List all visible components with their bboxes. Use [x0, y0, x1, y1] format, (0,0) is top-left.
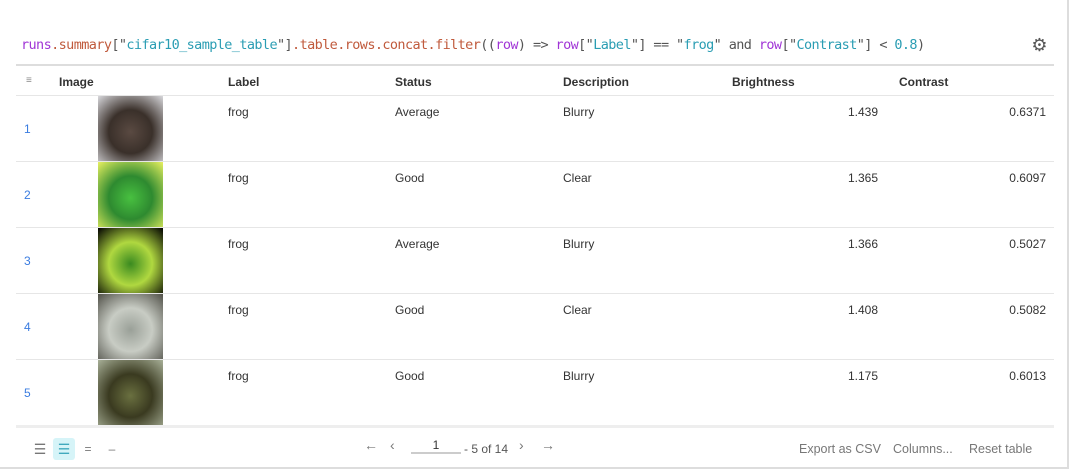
column-header-image[interactable]: Image	[59, 75, 94, 89]
view-minimal-button[interactable]: –	[108, 442, 116, 456]
cell-description: Clear	[563, 303, 592, 317]
cell-brightness: 1.175	[847, 369, 878, 383]
view-medium-button[interactable]: ☰	[53, 438, 75, 460]
cell-label: frog	[228, 369, 249, 383]
q: row	[758, 37, 782, 53]
table-row: 5 frog Good Blurry 1.175 0.6013	[16, 360, 1054, 426]
q: "]	[276, 37, 293, 53]
cell-contrast: 0.6013	[1009, 369, 1046, 383]
cell-contrast: 0.5027	[1009, 237, 1046, 251]
table-row: 3 frog Average Blurry 1.366 0.5027	[16, 228, 1054, 294]
cell-status: Good	[395, 369, 425, 383]
table-row: 2 frog Good Clear 1.365 0.6097	[16, 162, 1054, 228]
cell-brightness: 1.366	[847, 237, 878, 251]
row-index[interactable]: 3	[24, 254, 31, 268]
cell-description: Clear	[563, 171, 592, 185]
next-page-icon[interactable]: ›	[519, 437, 524, 453]
prev-page-icon[interactable]: ‹	[390, 437, 395, 453]
q: ) =>	[517, 37, 556, 53]
export-csv-button[interactable]: Export as CSV	[799, 442, 881, 456]
row-image[interactable]	[98, 228, 163, 293]
row-index[interactable]: 4	[24, 320, 31, 334]
cell-status: Average	[395, 105, 440, 119]
last-page-icon[interactable]: →	[541, 437, 555, 453]
reset-table-button[interactable]: Reset table	[969, 442, 1033, 456]
table-footer: ☰ ☰ = – ← ‹ - 5 of 14 › → Export as CSV …	[16, 425, 1054, 469]
cell-description: Blurry	[563, 105, 595, 119]
cell-contrast: 0.5082	[1009, 303, 1046, 317]
q: Contrast	[796, 37, 858, 53]
query-expression[interactable]: runs.summary["cifar10_sample_table"].tab…	[21, 37, 925, 53]
cell-brightness: 1.408	[847, 303, 878, 317]
view-small-button[interactable]: =	[84, 442, 92, 456]
view-compact-button[interactable]: ☰	[33, 441, 47, 457]
first-page-icon[interactable]: ←	[364, 437, 378, 453]
q: ["	[111, 37, 127, 53]
cell-brightness: 1.439	[847, 105, 878, 119]
q: .table.rows.concat.filter	[292, 37, 481, 53]
cell-label: frog	[228, 105, 249, 119]
q: cifar10_sample_table	[126, 37, 277, 53]
filter-icon[interactable]: ≡	[26, 75, 32, 86]
cell-description: Blurry	[563, 237, 595, 251]
q: ((	[480, 37, 496, 53]
column-header-contrast[interactable]: Contrast	[899, 75, 949, 89]
q: "] == "	[630, 37, 684, 53]
column-header-label[interactable]: Label	[228, 75, 260, 89]
q: ["	[781, 37, 797, 53]
cell-description: Blurry	[563, 369, 595, 383]
table-header: ≡ Image Label Status Description Brightn…	[16, 64, 1054, 96]
table-row: 4 frog Good Clear 1.408 0.5082	[16, 294, 1054, 360]
row-index[interactable]: 2	[24, 188, 31, 202]
page-input[interactable]	[411, 438, 461, 454]
cell-label: frog	[228, 237, 249, 251]
row-image[interactable]	[98, 360, 163, 425]
cell-label: frog	[228, 171, 249, 185]
q: row	[555, 37, 579, 53]
row-image[interactable]	[98, 294, 163, 359]
cell-brightness: 1.365	[847, 171, 878, 185]
columns-button[interactable]: Columns...	[893, 442, 953, 456]
q: frog	[683, 37, 715, 53]
q: "] <	[856, 37, 895, 53]
gear-icon[interactable]: ⚙	[1031, 35, 1048, 55]
cell-status: Good	[395, 171, 425, 185]
q: .summary	[51, 37, 112, 53]
row-image[interactable]	[98, 96, 163, 161]
cell-contrast: 0.6371	[1009, 105, 1046, 119]
row-index[interactable]: 5	[24, 386, 31, 400]
cell-status: Good	[395, 303, 425, 317]
q: row	[495, 37, 518, 53]
q: )	[916, 37, 925, 53]
q: runs	[21, 37, 52, 53]
cell-status: Average	[395, 237, 440, 251]
column-header-description[interactable]: Description	[563, 75, 630, 89]
page-range-text: - 5 of 14	[464, 442, 509, 456]
row-index[interactable]: 1	[24, 122, 31, 136]
q: 0.8	[894, 37, 917, 53]
row-image[interactable]	[98, 162, 163, 227]
q: " and	[713, 37, 759, 53]
cell-label: frog	[228, 303, 249, 317]
q: ["	[578, 37, 594, 53]
column-header-brightness[interactable]: Brightness	[732, 75, 795, 89]
table-row: 1 frog Average Blurry 1.439 0.6371	[16, 96, 1054, 162]
column-header-status[interactable]: Status	[395, 75, 432, 89]
q: Label	[593, 37, 631, 53]
cell-contrast: 0.6097	[1009, 171, 1046, 185]
